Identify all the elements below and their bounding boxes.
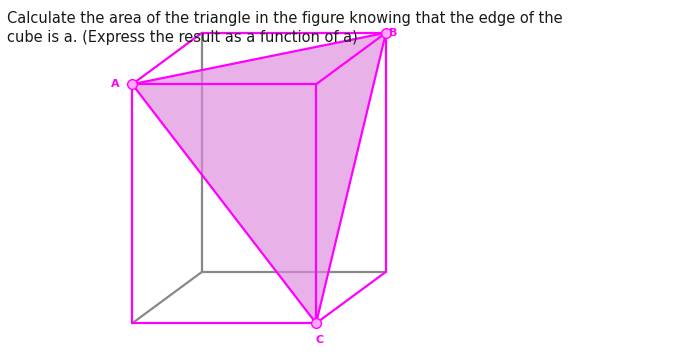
- Text: B: B: [389, 28, 398, 38]
- Text: Calculate the area of the triangle in the figure knowing that the edge of the
cu: Calculate the area of the triangle in th…: [7, 11, 563, 46]
- Polygon shape: [132, 33, 386, 323]
- Text: C: C: [316, 335, 324, 345]
- Text: A: A: [111, 79, 120, 89]
